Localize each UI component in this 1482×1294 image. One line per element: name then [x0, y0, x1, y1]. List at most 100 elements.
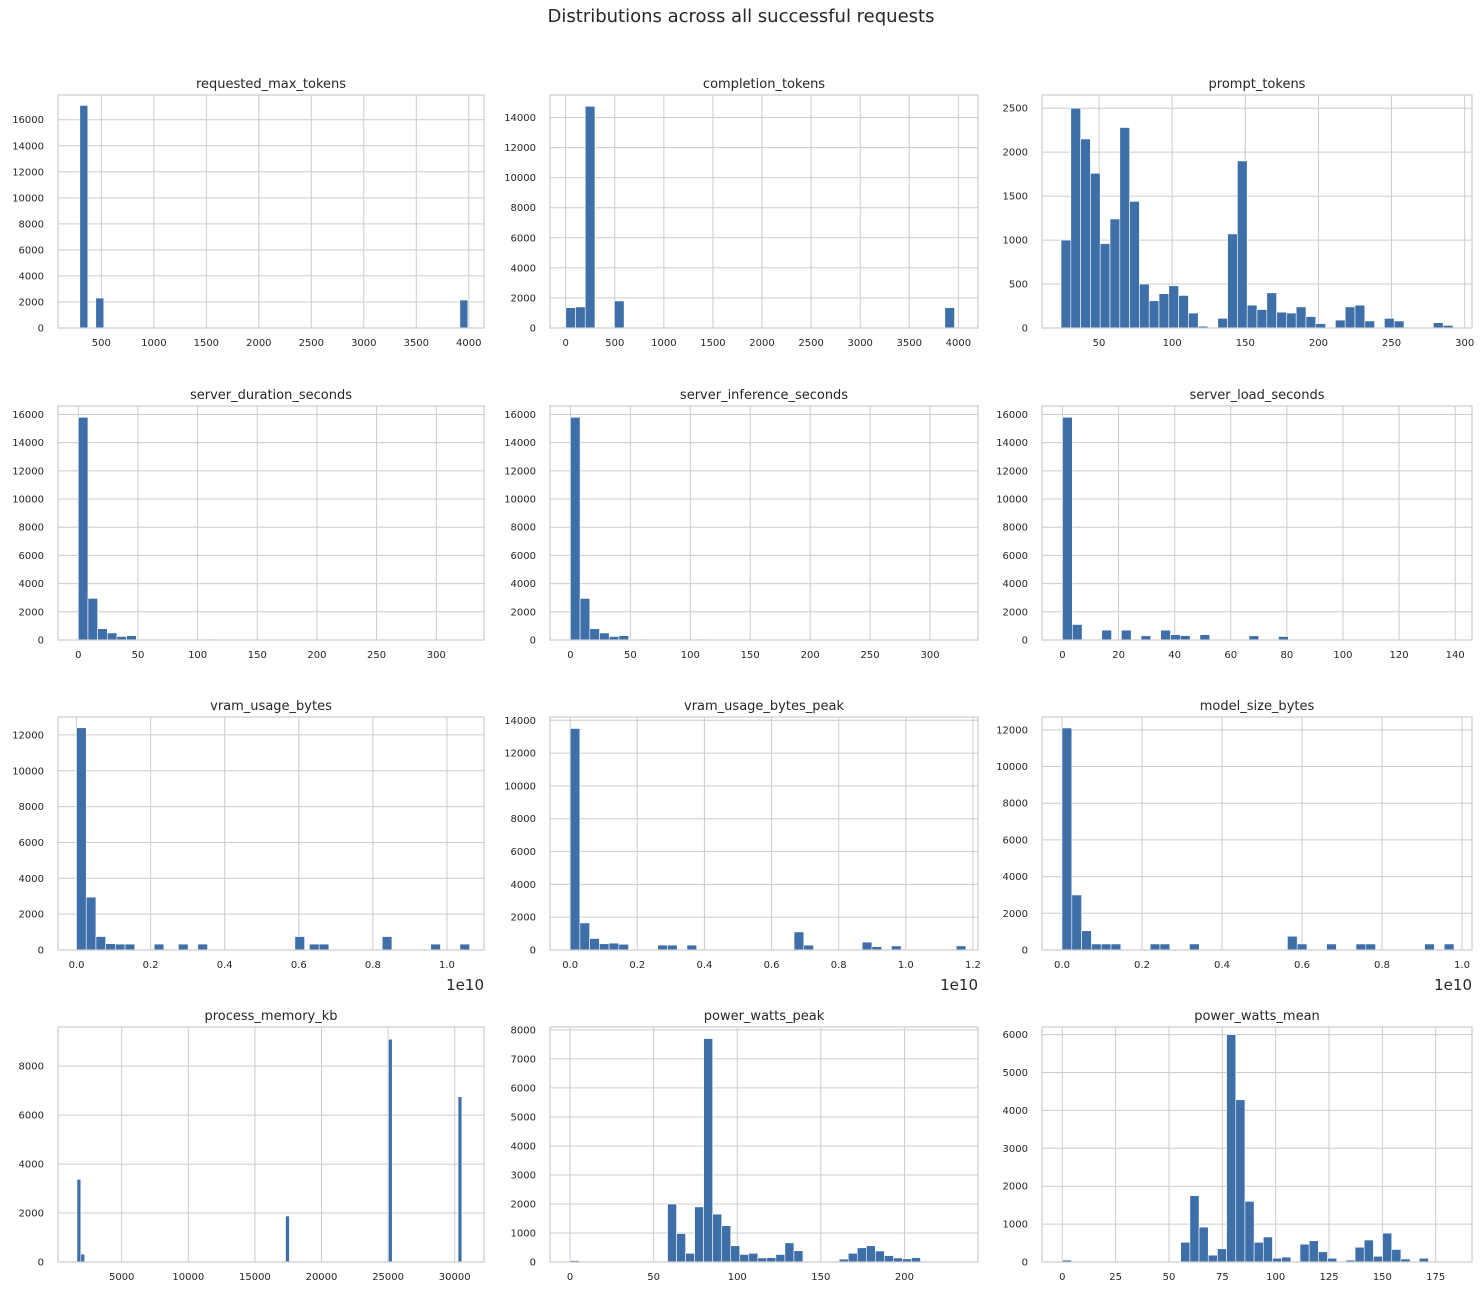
- y-tick-label: 1000: [1003, 1220, 1028, 1231]
- subplot-power_watts_mean: 0 25 50 75 100 125 150 175 0 1000 2000 3000 4000 5000…: [1003, 1009, 1473, 1283]
- histogram-bar: [1226, 1034, 1237, 1263]
- plot-frame: [1041, 405, 1473, 641]
- histogram-bar: [1149, 943, 1161, 951]
- subplot-title: power_watts_mean: [1194, 1009, 1320, 1024]
- histogram-bar: [1178, 295, 1189, 329]
- histogram-bar: [1244, 1201, 1255, 1263]
- histogram-bar: [1189, 943, 1200, 951]
- x-tick-label: 0.4: [217, 960, 233, 971]
- x-tick-label: 25000: [372, 1272, 404, 1283]
- y-tick-label: 8000: [19, 1062, 44, 1073]
- histogram-bar: [1393, 320, 1405, 329]
- histogram-bar: [1090, 172, 1101, 329]
- x-axis-offset-label: 1e10: [940, 976, 978, 994]
- histogram-bar: [676, 1233, 686, 1263]
- histogram-bar: [803, 944, 814, 951]
- x-tick-label: 1.0: [898, 960, 914, 971]
- histogram-bar: [1158, 293, 1170, 329]
- subplot-title: prompt_tokens: [1209, 77, 1306, 92]
- plot-frame: [1041, 1026, 1473, 1263]
- histogram-bar: [197, 943, 208, 951]
- histogram-bar: [589, 938, 600, 951]
- y-tick-label: 2000: [511, 913, 536, 924]
- x-tick-label: 0.2: [143, 960, 159, 971]
- histogram-bar: [1159, 943, 1171, 951]
- histogram-bar: [1256, 309, 1268, 329]
- y-tick-label: 6000: [511, 847, 536, 858]
- x-tick-label: 0.4: [1214, 960, 1230, 971]
- histogram-bar: [1246, 304, 1258, 329]
- x-tick-label: 150: [741, 650, 760, 661]
- histogram-bar: [178, 943, 189, 951]
- y-tick-label: 1000: [1003, 236, 1028, 247]
- histogram-bar: [893, 1257, 903, 1263]
- histogram-bar: [1365, 943, 1376, 951]
- x-tick-label: 80: [1281, 650, 1294, 661]
- y-tick-label: 12000: [12, 466, 44, 477]
- histogram-bar: [1071, 624, 1083, 641]
- histogram-bar: [911, 1257, 921, 1263]
- histogram-bar: [1148, 300, 1160, 329]
- x-tick-label: 4000: [946, 338, 971, 349]
- histogram-bar: [721, 1225, 732, 1263]
- histogram-bar: [1198, 1226, 1209, 1263]
- histogram-bar: [944, 307, 955, 329]
- histogram-bar: [1071, 894, 1082, 951]
- histogram-bar: [599, 632, 610, 641]
- y-tick-label: 6000: [1003, 835, 1028, 846]
- subplot-title: server_duration_seconds: [190, 388, 352, 403]
- x-tick-label: 3000: [847, 338, 872, 349]
- y-tick-label: 8000: [1003, 523, 1028, 534]
- y-tick-label: 12000: [996, 466, 1028, 477]
- histogram-bar: [1099, 243, 1111, 329]
- plot-frame: [549, 405, 979, 641]
- histogram-bar: [657, 944, 668, 951]
- histogram-bar: [614, 300, 625, 329]
- histogram-bar: [1299, 1243, 1310, 1263]
- histogram-bar: [115, 943, 126, 951]
- x-tick-label: 50: [1093, 338, 1106, 349]
- x-tick-label: 0: [567, 650, 573, 661]
- subplot-process_memory_kb: 5000 10000 15000 20000 25000 30000 0 2000 4000 60…: [19, 1009, 485, 1283]
- x-tick-label: 150: [248, 650, 267, 661]
- histogram-bar: [739, 1254, 750, 1263]
- y-tick-label: 3000: [511, 1170, 536, 1181]
- y-tick-label: 6000: [19, 245, 44, 256]
- y-tick-label: 8000: [511, 203, 536, 214]
- subplot-title: process_memory_kb: [204, 1009, 337, 1024]
- histogram-bar: [1061, 727, 1073, 951]
- histogram-bar: [793, 931, 805, 951]
- histogram-bar: [1364, 320, 1375, 329]
- x-tick-label: 175: [1426, 1272, 1445, 1283]
- y-tick-label: 4000: [1003, 872, 1028, 883]
- y-tick-label: 0: [38, 946, 44, 957]
- histogram-bar: [381, 936, 393, 951]
- histogram-bar: [1110, 943, 1122, 951]
- x-tick-label: 0.0: [562, 960, 578, 971]
- x-tick-label: 0: [567, 1272, 573, 1283]
- plot-frame: [57, 1026, 485, 1263]
- y-tick-label: 2000: [511, 1199, 536, 1210]
- y-tick-label: 10000: [12, 495, 44, 506]
- y-tick-label: 10000: [12, 766, 44, 777]
- y-tick-label: 14000: [12, 141, 44, 152]
- x-tick-label: 1.0: [439, 960, 455, 971]
- x-tick-label: 0.6: [764, 960, 780, 971]
- histogram-bar: [79, 105, 89, 329]
- y-tick-label: 8000: [511, 1025, 536, 1036]
- y-tick-label: 2000: [1003, 909, 1028, 920]
- x-tick-label: 40: [1168, 650, 1181, 661]
- x-tick-label: 1500: [700, 338, 725, 349]
- histogram-bar: [569, 728, 581, 951]
- subplot-title: vram_usage_bytes_peak: [684, 699, 844, 714]
- y-tick-label: 4000: [511, 880, 536, 891]
- x-tick-label: 20000: [306, 1272, 338, 1283]
- y-tick-label: 2000: [1003, 148, 1028, 159]
- y-tick-label: 10000: [996, 762, 1028, 773]
- y-tick-label: 10000: [504, 495, 536, 506]
- histogram-bar: [667, 1203, 677, 1263]
- histogram-bar: [766, 1257, 777, 1263]
- histogram-bar: [87, 598, 98, 641]
- y-tick-label: 0: [38, 324, 44, 335]
- x-tick-label: 50: [624, 650, 637, 661]
